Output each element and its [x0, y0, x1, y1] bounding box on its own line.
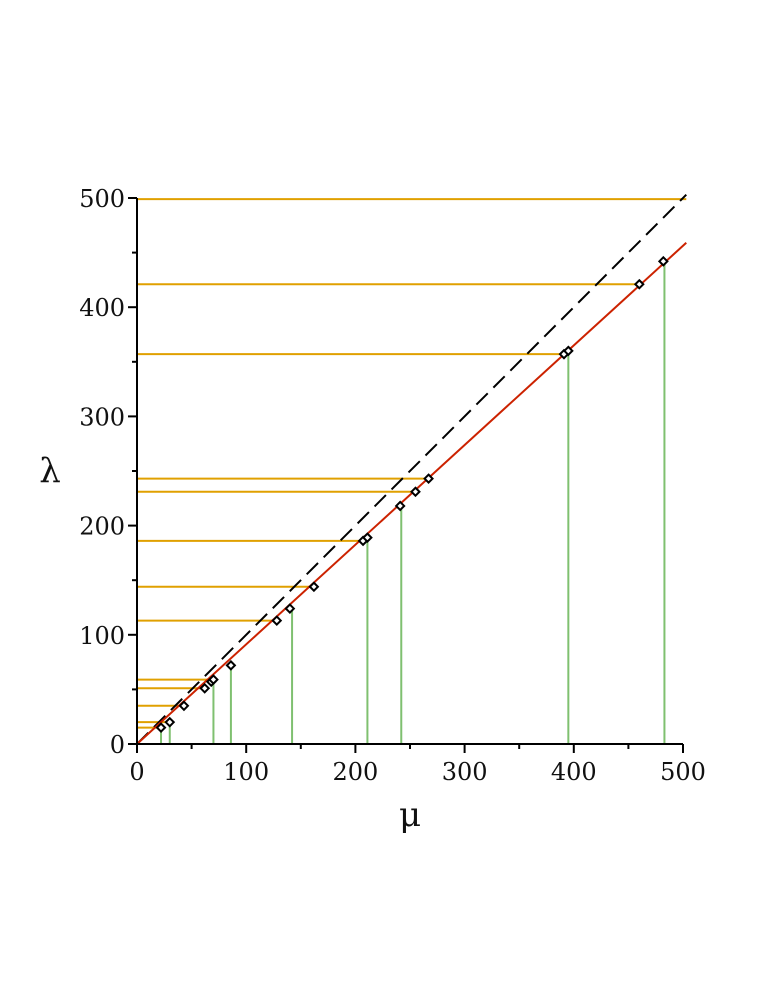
- x-tick-label: 100: [223, 758, 269, 786]
- reference-lines: [136, 194, 687, 745]
- y-tick-label: 0: [110, 731, 125, 759]
- fit-line: [136, 242, 687, 745]
- x-tick-label: 0: [129, 758, 144, 786]
- y-axis-title: λ: [39, 451, 61, 491]
- y-tick-label: 500: [79, 185, 125, 213]
- data-point-8: [284, 603, 296, 615]
- x-tick-label: 400: [551, 758, 597, 786]
- y-tick-label: 200: [79, 513, 125, 541]
- data-point-11: [361, 532, 373, 544]
- data-point-7: [271, 615, 283, 627]
- x-axis-title: μ: [399, 795, 421, 835]
- data-point-18: [657, 255, 669, 267]
- axes: 0 100 200 300 400 500 0 100 200 300 400 500: [79, 185, 706, 786]
- data-point-0: [155, 722, 167, 734]
- y-tick-label: 300: [79, 403, 125, 431]
- data-point-17: [633, 278, 645, 290]
- data-point-16: [562, 345, 574, 357]
- data-point-3: [199, 682, 211, 694]
- y-tick-label: 100: [79, 622, 125, 650]
- x-tick-label: 300: [442, 758, 488, 786]
- data-point-9: [308, 581, 320, 593]
- data-point-12: [394, 500, 406, 512]
- data-point-2: [178, 700, 190, 712]
- x-tick-label: 500: [660, 758, 706, 786]
- data-point-6: [225, 659, 237, 671]
- data-point-5: [208, 674, 219, 685]
- y-tick-label: 400: [79, 294, 125, 322]
- diagonal-line: [136, 194, 687, 745]
- x-tick-label: 200: [332, 758, 378, 786]
- data-point-13: [410, 486, 421, 498]
- guide-lines: [137, 198, 687, 744]
- data-point-14: [423, 473, 434, 485]
- data-points: [155, 255, 669, 734]
- data-point-1: [164, 716, 176, 728]
